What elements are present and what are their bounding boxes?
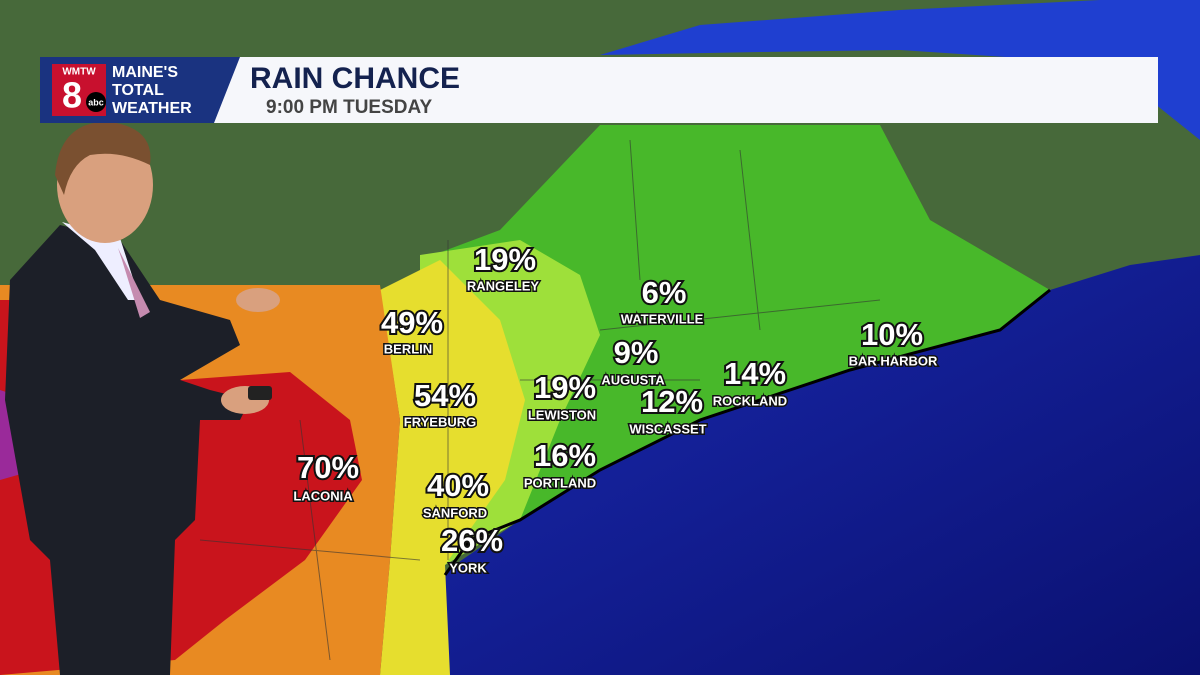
city-name: AUGUSTA <box>601 372 665 387</box>
subtitle: 9:00 PM TUESDAY <box>266 97 432 118</box>
title: RAIN CHANCE <box>250 62 460 95</box>
city-name: SANFORD <box>423 505 487 520</box>
logo-station: WMTW <box>62 67 96 78</box>
ocean <box>430 255 1200 675</box>
rain-chance: 49% <box>381 305 443 340</box>
header: WMTW 8 abc MAINE'S TOTAL WEATHER RAIN CH… <box>40 57 1158 123</box>
title-bar <box>208 57 1158 123</box>
city-name: FRYEBURG <box>404 414 476 429</box>
city-name: WATERVILLE <box>621 311 704 326</box>
county-lines <box>199 139 881 661</box>
city-name: LEWISTON <box>528 407 596 422</box>
rain-zone-low <box>420 125 1050 520</box>
city-name: ROCKLAND <box>713 393 787 408</box>
rain-chance: 12% <box>641 384 703 419</box>
city-forecasts: 19% RANGELEY 6% WATERVILLE 49% BERLIN 10… <box>292 240 940 577</box>
rain-chance: 16% <box>534 438 596 473</box>
rain-zone-mid <box>380 260 525 675</box>
rain-chance: 70% <box>297 450 359 485</box>
logo-brand: MAINE'S <box>112 64 178 81</box>
logo-channel: 8 <box>62 75 82 116</box>
rain-chance: 26% <box>441 523 503 558</box>
logo-network: abc <box>88 97 104 107</box>
rain-chance: 10% <box>861 317 923 352</box>
city-name: BERLIN <box>384 341 432 356</box>
logo-wedge <box>208 57 240 123</box>
presenter <box>5 121 280 675</box>
rain-chance: 6% <box>642 275 687 310</box>
network-badge <box>86 92 106 112</box>
rain-chance: 19% <box>474 242 536 277</box>
city-name: RANGELEY <box>467 278 540 293</box>
rain-chance: 54% <box>414 378 476 413</box>
logo-brand: TOTAL <box>112 82 164 99</box>
rain-chance: 40% <box>427 468 489 503</box>
coastline <box>443 288 1051 576</box>
rain-chance: 14% <box>724 356 786 391</box>
rain-chance: 9% <box>614 335 659 370</box>
city-name: BAR HARBOR <box>849 353 938 368</box>
city-name: WISCASSET <box>629 421 706 436</box>
city-name: LACONIA <box>293 488 353 503</box>
rain-chance: 19% <box>534 370 596 405</box>
river <box>600 0 1200 140</box>
city-name: YORK <box>449 560 487 575</box>
city-name: PORTLAND <box>524 475 596 490</box>
logo-brand: WEATHER <box>112 100 192 117</box>
